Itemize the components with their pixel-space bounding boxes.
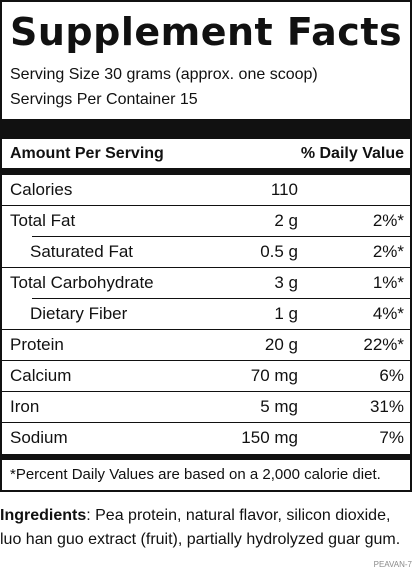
- amount-per-serving-header: Amount Per Serving: [10, 145, 164, 162]
- bottom-thick-bar: [2, 454, 410, 460]
- nutrient-row-dietary-fiber: Dietary Fiber 1 g 4%*: [2, 299, 410, 329]
- nutrient-dv: 22%*: [363, 335, 404, 354]
- nutrient-name: Total Carbohydrate: [10, 273, 154, 292]
- nutrient-name: Iron: [10, 397, 40, 416]
- nutrient-amount: 150 mg: [241, 428, 298, 447]
- nutrient-name: Saturated Fat: [30, 242, 134, 261]
- nutrient-row-total-fat: Total Fat 2 g 2%*: [2, 206, 410, 236]
- header-thick-bar: [2, 168, 410, 175]
- row-divider: [2, 422, 410, 423]
- daily-value-header: % Daily Value: [300, 145, 404, 162]
- nutrient-name: Dietary Fiber: [30, 304, 128, 323]
- nutrient-dv: 1%*: [372, 273, 404, 292]
- nutrient-dv: 7%: [379, 428, 404, 447]
- nutrient-name: Sodium: [10, 428, 68, 447]
- row-divider: [2, 360, 410, 361]
- nutrient-amount: 2 g: [274, 211, 298, 230]
- nutrient-dv: 2%*: [372, 211, 404, 230]
- supplement-facts-panel: Supplement Facts Serving Size 30 grams (…: [0, 0, 412, 492]
- nutrient-row-total-carbohydrate: Total Carbohydrate 3 g 1%*: [2, 268, 410, 298]
- row-divider: [2, 329, 410, 330]
- serving-size: Serving Size 30 grams (approx. one scoop…: [10, 66, 318, 83]
- nutrient-dv: 4%*: [372, 304, 404, 323]
- product-code: PEAVAN-7: [373, 560, 412, 569]
- top-thick-bar: [2, 119, 410, 139]
- panel-title: Supplement Facts: [10, 10, 403, 54]
- ingredients-statement: Ingredients: Pea protein, natural flavor…: [0, 504, 416, 552]
- nutrient-row-saturated-fat: Saturated Fat 0.5 g 2%*: [2, 237, 410, 267]
- nutrient-amount: 1 g: [274, 304, 298, 323]
- nutrient-amount: 70 mg: [250, 366, 298, 385]
- nutrient-amount: 3 g: [274, 273, 298, 292]
- nutrient-row-calories: Calories 110: [2, 175, 410, 205]
- row-divider: [32, 298, 410, 299]
- nutrient-row-sodium: Sodium 150 mg 7%: [2, 423, 410, 453]
- nutrient-row-protein: Protein 20 g 22%*: [2, 330, 410, 360]
- daily-value-footnote: *Percent Daily Values are based on a 2,0…: [10, 466, 381, 483]
- nutrient-dv: 6%: [379, 366, 404, 385]
- nutrient-row-iron: Iron 5 mg 31%: [2, 392, 410, 422]
- nutrient-amount: 110: [270, 180, 298, 199]
- nutrient-amount: 5 mg: [260, 397, 298, 416]
- nutrient-name: Calcium: [10, 366, 72, 385]
- nutrient-name: Total Fat: [10, 211, 76, 230]
- nutrient-dv: 2%*: [372, 242, 404, 261]
- nutrient-row-calcium: Calcium 70 mg 6%: [2, 361, 410, 391]
- nutrient-amount: 0.5 g: [260, 242, 298, 261]
- servings-per-container: Servings Per Container 15: [10, 91, 198, 108]
- row-divider: [2, 205, 410, 206]
- row-divider: [32, 236, 410, 237]
- nutrient-name: Calories: [10, 180, 73, 199]
- nutrient-name: Protein: [10, 335, 64, 354]
- nutrient-amount: 20 g: [264, 335, 298, 354]
- row-divider: [2, 391, 410, 392]
- row-divider: [2, 267, 410, 268]
- ingredients-text: : Pea protein, natural flavor, silicon d…: [0, 507, 401, 548]
- ingredients-label: Ingredients: [0, 507, 87, 524]
- nutrient-dv: 31%: [369, 397, 404, 416]
